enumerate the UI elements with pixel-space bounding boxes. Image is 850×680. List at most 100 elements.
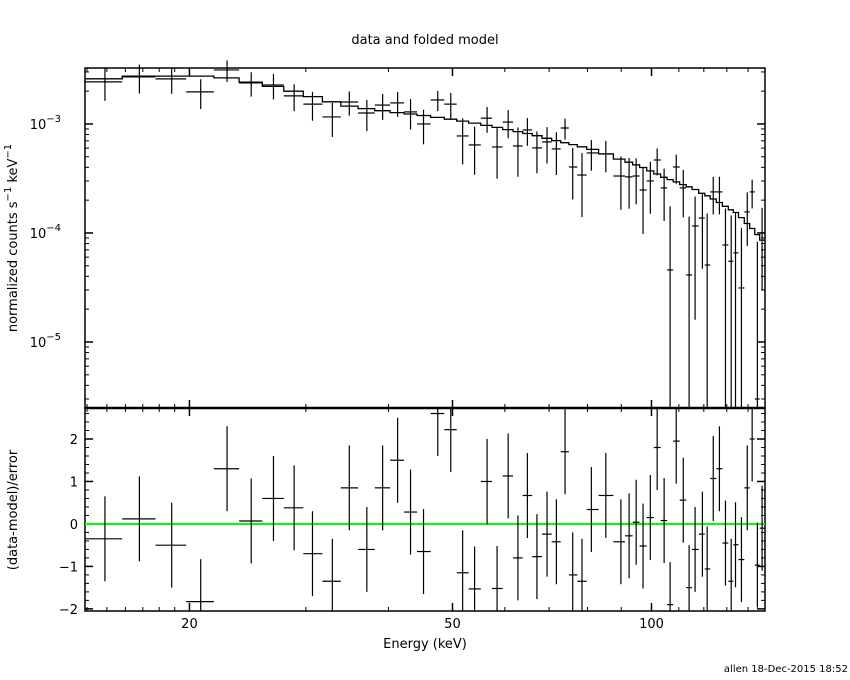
residual-point bbox=[480, 439, 493, 524]
y-tick-label: 10−4 bbox=[30, 223, 61, 242]
residual-point bbox=[322, 538, 341, 611]
data-point bbox=[468, 126, 481, 175]
residual-point bbox=[283, 465, 304, 551]
residual-point bbox=[532, 514, 542, 600]
y-tick-label: 1 bbox=[70, 475, 78, 490]
data-point bbox=[660, 168, 668, 221]
data-point bbox=[653, 148, 661, 176]
footer-credit: allen 18-Dec-2015 18:52 bbox=[724, 664, 848, 675]
data-point bbox=[710, 176, 717, 215]
residual-point bbox=[722, 500, 729, 586]
data-point bbox=[417, 109, 431, 145]
residual-point bbox=[568, 532, 578, 611]
data-point bbox=[85, 68, 123, 101]
data-point bbox=[625, 158, 633, 209]
residual-point bbox=[692, 506, 699, 592]
data-point bbox=[754, 241, 760, 408]
model-step-line bbox=[85, 75, 765, 241]
data-point bbox=[404, 99, 418, 130]
residual-point bbox=[502, 433, 514, 519]
data-point bbox=[322, 102, 341, 137]
data-point bbox=[262, 73, 284, 100]
data-point bbox=[716, 176, 723, 215]
residual-point bbox=[551, 499, 561, 585]
data-point bbox=[577, 153, 587, 218]
data-point bbox=[541, 127, 552, 164]
data-point bbox=[586, 140, 599, 171]
residual-point bbox=[186, 559, 214, 611]
data-point bbox=[692, 196, 699, 320]
data-point bbox=[639, 167, 647, 234]
residual-point bbox=[456, 530, 469, 611]
x-tick-label: 50 bbox=[444, 617, 461, 632]
y-tick-base: 10 bbox=[30, 336, 47, 351]
residual-point bbox=[673, 408, 680, 484]
residual-point bbox=[704, 526, 711, 611]
data-point bbox=[480, 107, 493, 133]
residual-point bbox=[417, 509, 431, 595]
residual-point bbox=[390, 417, 405, 503]
y-tick-label: −1 bbox=[59, 560, 78, 575]
data-point bbox=[646, 161, 654, 214]
residual-point bbox=[492, 546, 503, 611]
residual-point bbox=[738, 517, 745, 603]
data-point bbox=[667, 206, 674, 408]
data-point bbox=[532, 131, 542, 174]
residual-point bbox=[303, 511, 323, 597]
y-tick-label: 0 bbox=[70, 518, 78, 533]
residual-point bbox=[444, 408, 457, 473]
y-tick-label: 10−3 bbox=[30, 114, 61, 133]
residual-point bbox=[632, 479, 640, 565]
x-tick-label: 20 bbox=[181, 617, 198, 632]
data-point bbox=[239, 72, 263, 97]
data-point bbox=[551, 132, 561, 176]
residual-point bbox=[613, 499, 626, 585]
residual-point bbox=[541, 491, 552, 577]
residual-point bbox=[710, 436, 717, 521]
data-point bbox=[744, 192, 750, 246]
data-point bbox=[686, 216, 693, 408]
y-axis-label-bottom: (data-model)/error bbox=[6, 449, 21, 570]
residual-point bbox=[85, 496, 123, 582]
data-point bbox=[738, 227, 745, 408]
residual-point bbox=[560, 409, 569, 495]
chart-title: data and folded model bbox=[351, 33, 498, 48]
residual-point bbox=[660, 478, 668, 564]
y-tick-label: 2 bbox=[70, 433, 78, 448]
residual-point bbox=[122, 476, 156, 562]
residual-point bbox=[733, 502, 739, 588]
residual-point bbox=[239, 478, 263, 564]
residual-point bbox=[686, 545, 693, 611]
data-point bbox=[632, 158, 640, 205]
data-point bbox=[492, 128, 503, 179]
data-point bbox=[513, 127, 523, 177]
residual-point bbox=[340, 445, 359, 531]
residual-point bbox=[586, 467, 599, 552]
residual-point bbox=[744, 445, 750, 531]
residual-point bbox=[213, 426, 240, 512]
residual-point bbox=[468, 546, 481, 611]
y-tick-label: −2 bbox=[59, 603, 78, 618]
residual-point bbox=[513, 515, 523, 601]
residual-point bbox=[598, 453, 614, 538]
data-point bbox=[122, 64, 156, 94]
data-point bbox=[340, 91, 359, 116]
y-tick-exp: −5 bbox=[46, 332, 61, 343]
plot-frame-top bbox=[84, 67, 766, 409]
spectrum-panel: 10−310−410−5 bbox=[30, 60, 766, 409]
x-tick-label: 100 bbox=[639, 617, 664, 632]
data-point bbox=[749, 179, 755, 209]
residual-point bbox=[716, 426, 723, 512]
y-tick-base: 10 bbox=[30, 227, 47, 242]
data-point bbox=[213, 60, 240, 82]
y-label-exp: −1 bbox=[3, 144, 14, 159]
data-point bbox=[186, 79, 214, 110]
y-tick-label: 10−5 bbox=[30, 332, 61, 351]
residual-point bbox=[754, 522, 760, 608]
residual-point bbox=[667, 562, 674, 611]
y-tick-exp: −3 bbox=[46, 114, 61, 125]
residual-point bbox=[155, 502, 187, 588]
data-point bbox=[613, 156, 626, 210]
data-point bbox=[522, 118, 533, 146]
residual-point bbox=[358, 506, 375, 592]
